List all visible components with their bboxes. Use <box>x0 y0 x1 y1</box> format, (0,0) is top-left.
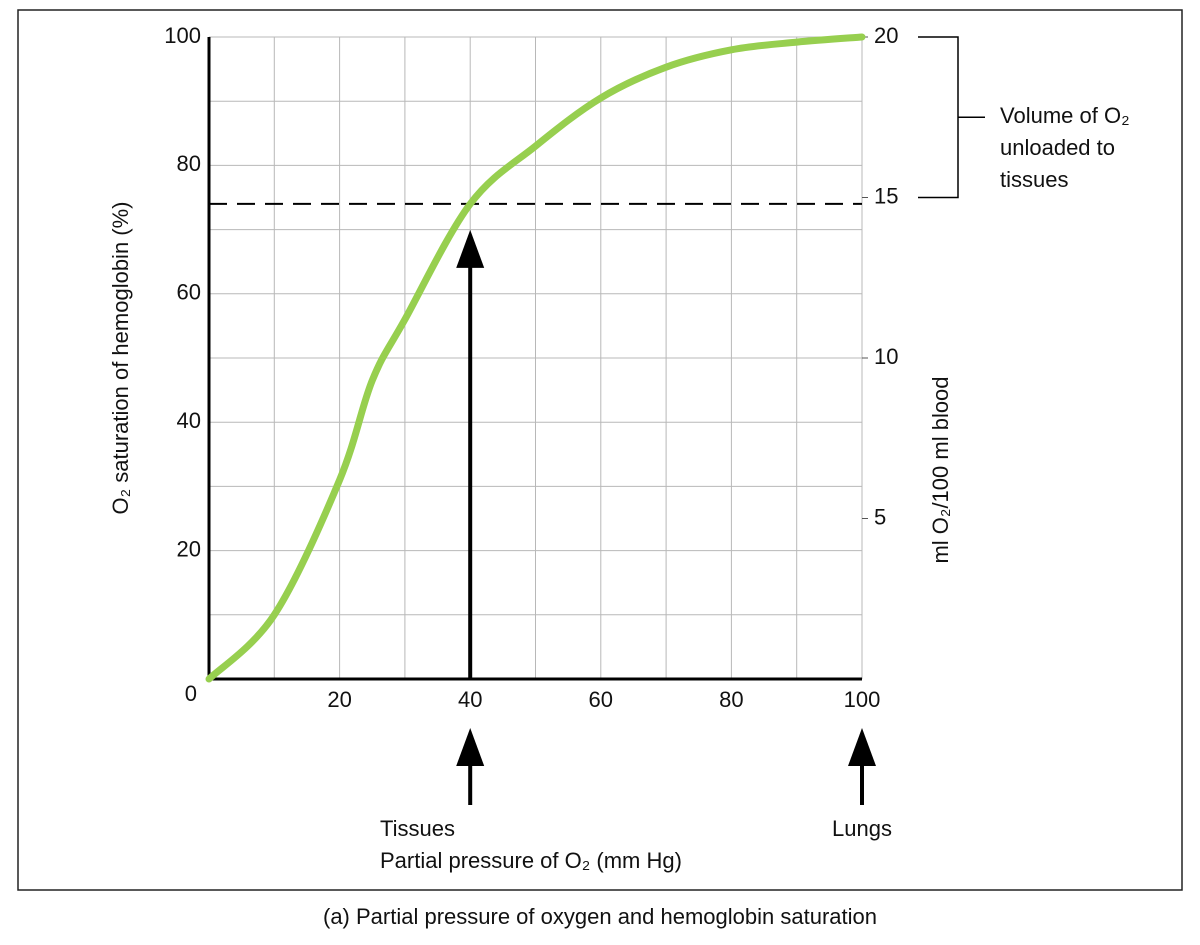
arrow-head <box>456 229 485 268</box>
y-tick-label: 80 <box>177 151 201 176</box>
y-axis-title: O₂ saturation of hemoglobin (%) <box>108 201 133 514</box>
y-tick-label: 40 <box>177 408 201 433</box>
bracket-label: unloaded to <box>1000 135 1115 160</box>
bracket-label: Volume of O₂ <box>1000 103 1130 128</box>
x-tick-label: 80 <box>719 687 743 712</box>
x-tick-label: 60 <box>589 687 613 712</box>
x-axis-title: Partial pressure of O₂ (mm Hg) <box>380 848 682 873</box>
y-tick-label: 60 <box>177 280 201 305</box>
frame <box>17 9 1183 891</box>
bracket-label: tissues <box>1000 167 1068 192</box>
y2-tick-label: 15 <box>874 183 898 208</box>
arrow-head <box>456 728 485 766</box>
bracket <box>918 36 985 199</box>
curve <box>205 33 866 683</box>
marker-label: Lungs <box>832 816 892 841</box>
y2-tick-label: 20 <box>874 23 898 48</box>
arrow-head <box>848 728 876 766</box>
y-tick-label: 0 <box>185 681 197 706</box>
y-tick-label: 100 <box>164 23 201 48</box>
x-tick-label: 40 <box>458 687 482 712</box>
y2-axis-title: ml O₂/100 ml blood <box>928 376 953 563</box>
caption: (a) Partial pressure of oxygen and hemog… <box>323 904 877 929</box>
y-tick-label: 20 <box>177 536 201 561</box>
y2-tick-label: 10 <box>874 344 898 369</box>
marker-label: Tissues <box>380 816 455 841</box>
y2-tick-label: 5 <box>874 504 886 529</box>
x-tick-label: 100 <box>844 687 881 712</box>
x-tick-label: 20 <box>327 687 351 712</box>
